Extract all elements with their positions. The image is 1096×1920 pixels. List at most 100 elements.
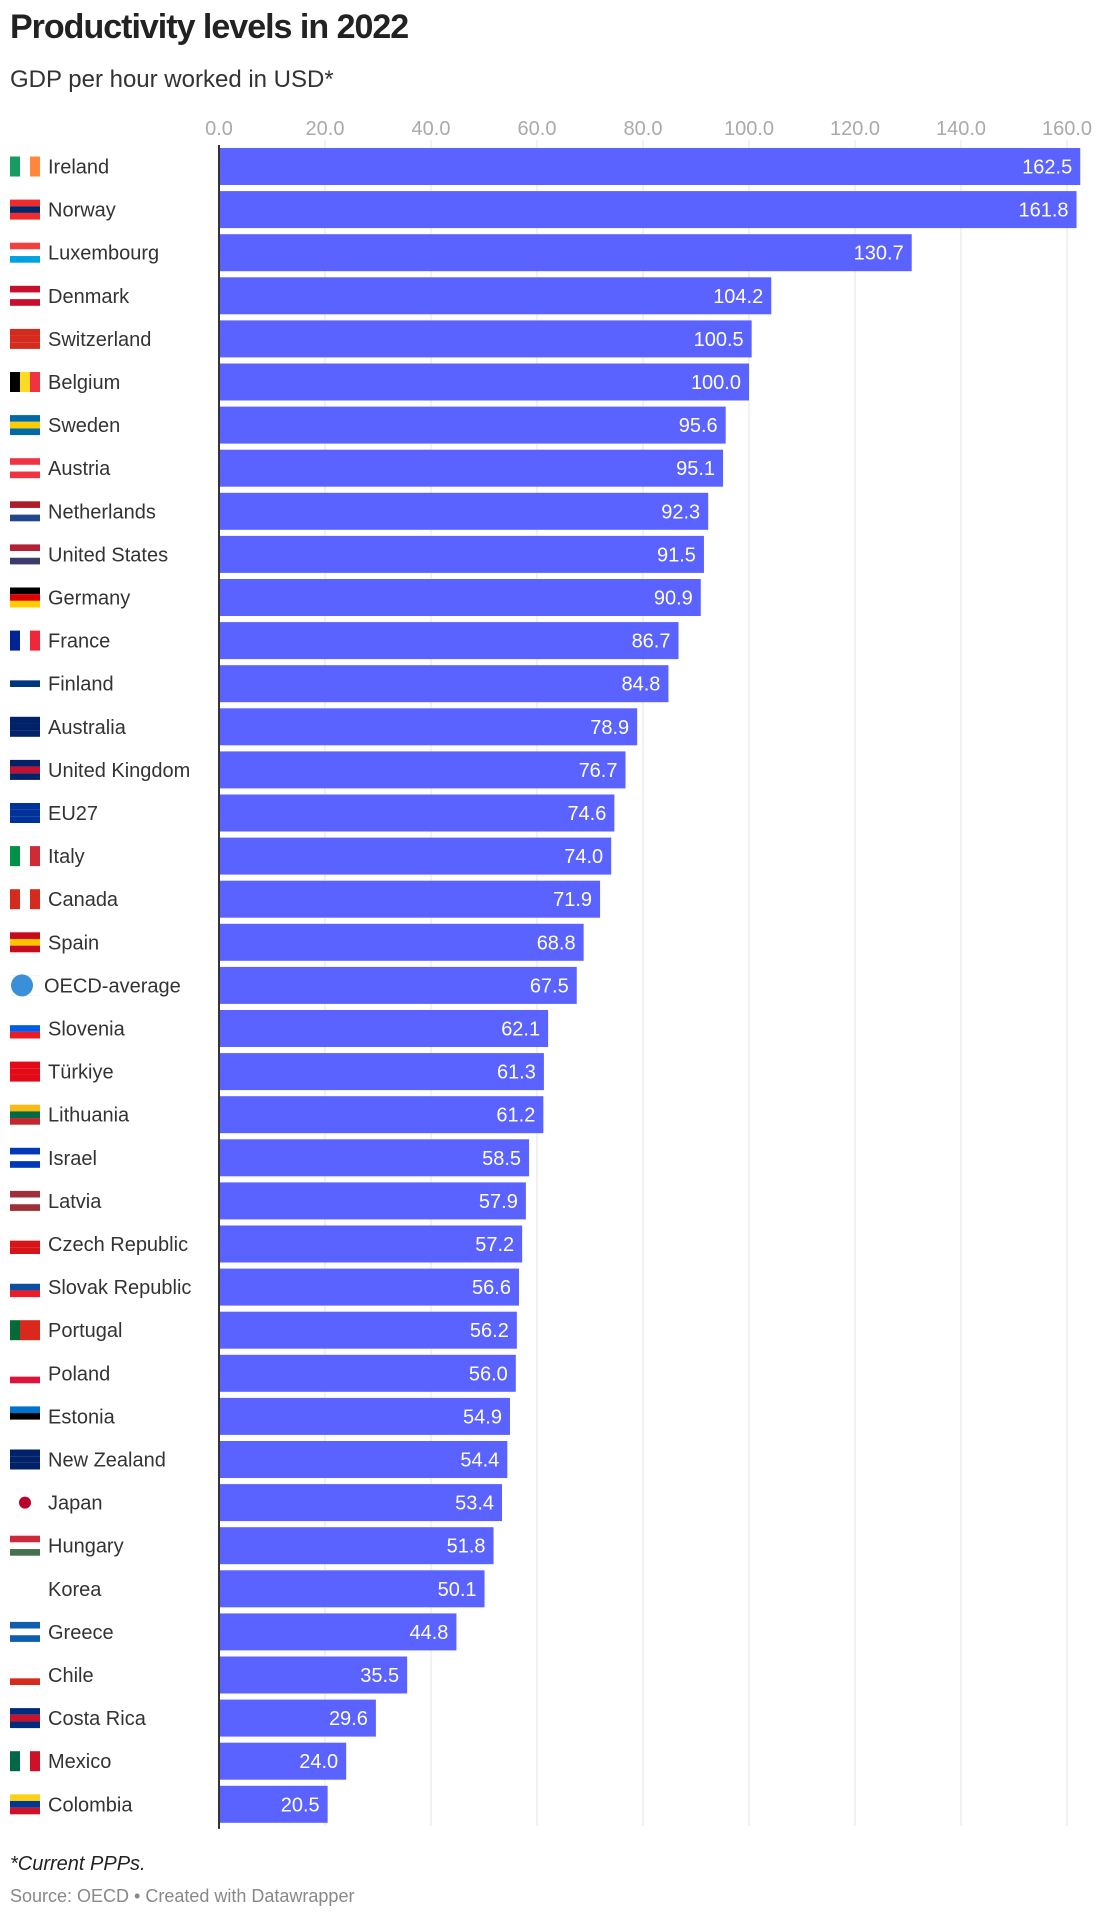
bar-row: Netherlands 92.3: [10, 492, 709, 530]
flag-icon: [10, 1751, 40, 1772]
flag-icon: [10, 1190, 40, 1211]
category-label: Slovenia: [48, 1019, 126, 1041]
flag-icon: [10, 1277, 40, 1298]
bar-row: Costa Rica 29.6: [10, 1699, 376, 1737]
bar: [219, 148, 1081, 185]
value-label: 56.2: [470, 1320, 509, 1342]
x-tick-label: 100.0: [724, 118, 774, 140]
x-tick-label: 60.0: [518, 118, 557, 140]
flag-icon: [10, 1621, 40, 1642]
bar: [219, 880, 601, 918]
category-label: Czech Republic: [48, 1234, 188, 1256]
value-label: 56.0: [469, 1363, 508, 1385]
bar: [219, 1699, 376, 1737]
flag-icon: [10, 803, 40, 823]
value-label: 57.9: [479, 1191, 518, 1213]
flag-icon: [10, 242, 40, 263]
bar-row: Germany 90.9: [10, 579, 701, 616]
bar-row: Finland 84.8: [10, 665, 669, 703]
bar: [219, 320, 752, 358]
value-label: 44.8: [410, 1622, 449, 1644]
value-label: 84.8: [622, 674, 661, 696]
bar: [219, 1139, 530, 1177]
bar: [219, 363, 749, 401]
bar-row: United Kingdom 76.7: [10, 751, 626, 789]
value-label: 54.9: [463, 1406, 502, 1428]
category-label: Lithuania: [48, 1105, 130, 1127]
value-label: 74.0: [564, 846, 603, 868]
category-label: Chile: [48, 1665, 94, 1687]
value-label: 62.1: [501, 1019, 540, 1041]
bar-row: Hungary 51.8: [10, 1527, 494, 1565]
x-tick-label: 40.0: [412, 118, 451, 140]
bar-row: Austria 95.1: [10, 449, 724, 487]
bar-row: Mexico 24.0: [10, 1742, 347, 1780]
category-label: Slovak Republic: [48, 1277, 191, 1299]
flag-icon: [10, 932, 40, 953]
flag-icon: [10, 889, 40, 910]
flag-icon: [10, 1665, 40, 1685]
value-label: 61.2: [496, 1105, 535, 1127]
flag-icon: [10, 630, 40, 651]
bar: [219, 1742, 347, 1780]
flag-icon: [10, 1018, 40, 1039]
bar: [219, 1785, 328, 1823]
bar: [219, 492, 709, 530]
value-label: 104.2: [713, 286, 763, 308]
value-label: 57.2: [475, 1234, 514, 1256]
category-label: Ireland: [48, 157, 109, 179]
category-label: Poland: [48, 1363, 110, 1385]
flag-icon: [10, 501, 40, 522]
category-label: Israel: [48, 1148, 97, 1170]
category-label: Costa Rica: [48, 1708, 147, 1730]
bar: [219, 1570, 485, 1608]
category-label: Greece: [48, 1622, 114, 1644]
value-label: 78.9: [590, 717, 629, 739]
value-label: 61.3: [497, 1062, 536, 1084]
category-label: Luxembourg: [48, 243, 159, 265]
flag-icon: [10, 1363, 40, 1384]
bar-row: Israel 58.5: [10, 1139, 530, 1177]
bar: [219, 1225, 523, 1263]
x-tick-label: 120.0: [830, 118, 880, 140]
x-tick-label: 20.0: [306, 118, 345, 140]
value-label: 24.0: [299, 1751, 338, 1773]
value-label: 86.7: [632, 631, 671, 653]
bar-row: Canada 71.9: [10, 880, 601, 918]
bar: [219, 191, 1077, 229]
chart-subtitle: GDP per hour worked in USD*: [10, 66, 334, 93]
flag-icon: [10, 1578, 40, 1599]
category-label: Belgium: [48, 372, 120, 394]
value-label: 76.7: [579, 760, 618, 782]
value-label: 100.0: [691, 372, 741, 394]
category-label: Germany: [48, 588, 130, 610]
flag-icon: [10, 285, 40, 306]
bar-row: Sweden 95.6: [10, 406, 726, 444]
bar: [219, 794, 615, 832]
bar: [219, 1354, 516, 1392]
category-label: Korea: [48, 1579, 102, 1601]
flag-icon: [10, 1535, 40, 1556]
bar: [219, 1268, 519, 1306]
bar-row: Italy 74.0: [10, 837, 612, 875]
value-label: 58.5: [482, 1148, 521, 1170]
bar: [219, 449, 724, 487]
category-label: Portugal: [48, 1320, 123, 1342]
category-label: Latvia: [48, 1191, 102, 1213]
category-label: Australia: [48, 717, 127, 739]
flag-icon: [10, 759, 40, 780]
flag-icon: [10, 673, 40, 694]
category-label: Japan: [48, 1493, 103, 1515]
category-label: Switzerland: [48, 329, 151, 351]
bar-row: Ireland 162.5: [10, 148, 1081, 185]
bar: [219, 923, 584, 961]
category-label: Colombia: [48, 1794, 133, 1816]
x-tick-label: 80.0: [624, 118, 663, 140]
bar-row: Japan 53.4: [10, 1484, 503, 1522]
value-label: 51.8: [447, 1536, 486, 1558]
value-label: 67.5: [530, 975, 569, 997]
category-label: Türkiye: [48, 1062, 114, 1084]
bar-row: Spain 68.8: [10, 923, 584, 961]
flag-icon: [10, 199, 40, 220]
bar: [219, 535, 704, 573]
